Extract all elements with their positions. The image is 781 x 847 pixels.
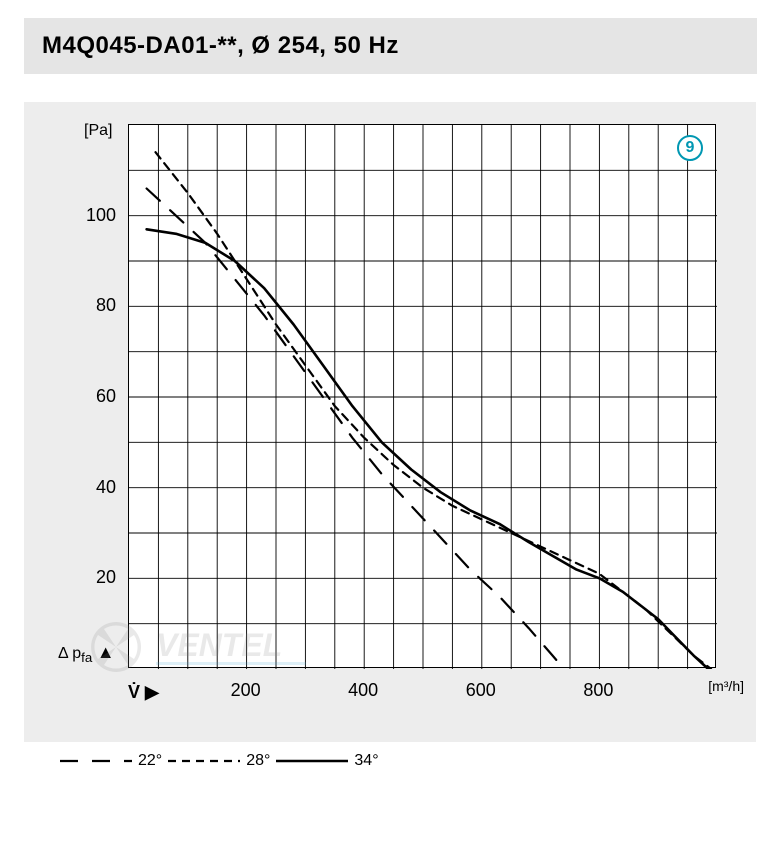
chart-title: M4Q045-DA01-**, Ø 254, 50 Hz [42,32,739,60]
plot-svg [129,125,717,669]
legend: 22° 28° 34° [60,752,757,770]
x-tick-label: 600 [456,680,506,701]
legend-item: 28° [168,752,270,770]
delta-symbol: Δ p [58,645,81,662]
up-arrow-icon: ▲ [97,642,115,662]
legend-label: 34° [354,752,378,770]
legend-line-icon [276,753,348,769]
y-axis-unit: [Pa] [84,122,112,140]
vdot-symbol: V̇ [128,682,140,702]
chart-container: [Pa] 9 20406080100 200400600800 Δ pfa ▲ … [24,102,756,742]
y-tick-label: 100 [76,205,116,226]
plot-region: 9 [128,124,716,668]
y-axis-label: Δ pfa ▲ [58,642,115,665]
right-arrow-icon: ▶ [145,682,159,702]
x-tick-label: 800 [573,680,623,701]
legend-item: 34° [276,752,378,770]
legend-item: 22° [60,752,162,770]
y-tick-label: 40 [76,477,116,498]
x-axis-label: V̇ ▶ [128,682,159,703]
subscript: fa [81,650,92,665]
title-bar: M4Q045-DA01-**, Ø 254, 50 Hz [24,18,757,74]
chart-badge: 9 [677,135,703,161]
x-tick-label: 200 [221,680,271,701]
y-tick-label: 20 [76,567,116,588]
legend-line-icon [168,753,240,769]
legend-label: 22° [138,752,162,770]
legend-label: 28° [246,752,270,770]
legend-line-icon [60,753,132,769]
x-axis-unit: [m³/h] [708,678,744,694]
x-tick-label: 400 [338,680,388,701]
y-tick-label: 60 [76,386,116,407]
y-tick-label: 80 [76,295,116,316]
